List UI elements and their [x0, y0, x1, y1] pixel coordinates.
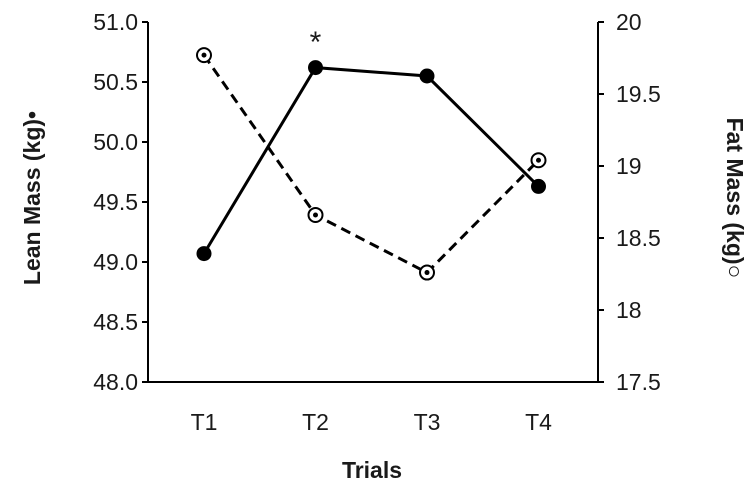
x-axis-title: Trials	[342, 457, 402, 483]
left-y-axis-title-text: Lean Mass (kg)	[19, 119, 45, 285]
fat-mass-point-center	[536, 157, 541, 163]
right-y-tick-labels: 17.5 18 18.5 19 19.5 20	[598, 9, 661, 395]
fat-mass-point-center	[313, 212, 318, 218]
open-circle-legend-marker: ○	[722, 265, 748, 279]
right-y-tick-label: 18.5	[616, 225, 661, 251]
right-y-axis-title: Fat Mass (kg)○	[722, 118, 748, 279]
left-y-tick-labels: 48.0 48.5 49.0 49.5 50.0 50.5 51.0	[93, 9, 148, 395]
left-y-tick-label: 51.0	[93, 9, 138, 35]
right-y-tick-label: 18	[616, 297, 642, 323]
lean-mass-point	[531, 178, 546, 194]
left-y-tick-label: 50.5	[93, 69, 138, 95]
right-y-axis-title-text: Fat Mass (kg)	[722, 118, 748, 265]
fat-mass-point-center	[201, 52, 207, 58]
left-y-tick-label: 48.0	[93, 369, 138, 395]
x-tick-label: T3	[414, 409, 441, 435]
right-y-tick-label: 19	[616, 153, 642, 179]
lean-mass-point	[308, 60, 323, 76]
x-tick-label: T1	[191, 409, 218, 435]
x-tick-labels: T1 T2 T3 T4	[191, 409, 553, 435]
x-tick-label: T4	[525, 409, 552, 435]
x-tick-label: T2	[302, 409, 329, 435]
left-y-tick-label: 49.0	[93, 249, 138, 275]
plot-area: *	[147, 22, 599, 383]
right-y-tick-label: 17.5	[616, 369, 661, 395]
fat-mass-point-center	[424, 270, 430, 276]
left-y-tick-label: 50.0	[93, 129, 138, 155]
left-y-axis-title: Lean Mass (kg)•	[19, 111, 45, 285]
right-y-tick-label: 19.5	[616, 81, 661, 107]
right-y-tick-label: 20	[616, 9, 642, 35]
left-y-tick-label: 49.5	[93, 189, 138, 215]
lean-mass-point	[419, 68, 435, 84]
filled-circle-legend-marker: •	[19, 111, 45, 119]
fat-mass-series-line	[202, 54, 540, 275]
left-y-tick-label: 48.5	[93, 309, 138, 335]
significance-asterisk: *	[310, 26, 322, 59]
lean-mass-series-line	[202, 66, 540, 255]
lean-mass-point	[196, 246, 212, 262]
